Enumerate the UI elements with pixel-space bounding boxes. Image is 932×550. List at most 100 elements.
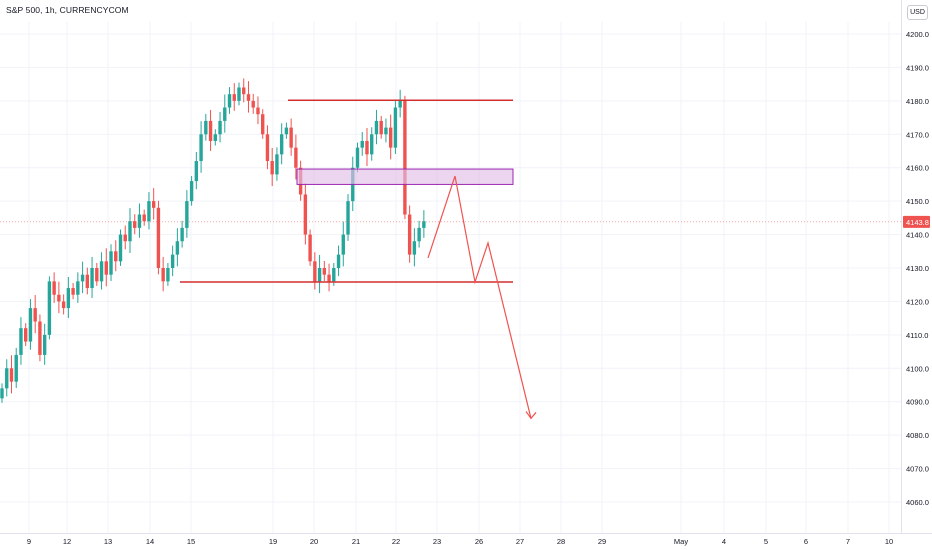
candle-body — [412, 241, 417, 255]
x-tick-label: 10 — [885, 537, 893, 546]
y-tick-label: 4100.0 — [906, 364, 929, 373]
x-tick-label: 26 — [475, 537, 483, 546]
y-tick-label: 4060.0 — [906, 498, 929, 507]
candle-body — [242, 87, 246, 95]
candle-body — [232, 94, 236, 101]
candle-body — [407, 214, 412, 255]
x-tick-label: 4 — [722, 537, 726, 546]
candle-body — [47, 281, 52, 335]
candle-body — [422, 221, 426, 228]
candle-body — [284, 127, 289, 135]
y-tick-label: 4120.0 — [906, 297, 929, 306]
y-tick-label: 4140.0 — [906, 231, 929, 240]
candle-body — [417, 227, 421, 242]
x-tick-label: 19 — [269, 537, 277, 546]
candle-body — [204, 120, 208, 135]
y-tick-label: 4090.0 — [906, 398, 929, 407]
candle-body — [109, 251, 113, 275]
supply-zone[interactable] — [296, 168, 514, 185]
candle-body — [227, 94, 232, 108]
x-tick-label: 14 — [146, 537, 154, 546]
candle-body — [151, 201, 156, 208]
candle-body — [341, 234, 345, 255]
x-tick-label: 20 — [310, 537, 318, 546]
candle-body — [104, 261, 108, 275]
candle-body — [388, 127, 393, 148]
candle-body — [370, 134, 374, 155]
candle-body — [142, 214, 146, 222]
drawings[interactable] — [0, 99, 901, 420]
y-tick-label: 4080.0 — [906, 431, 929, 440]
x-tick-label: 13 — [104, 537, 112, 546]
candle-body — [99, 261, 104, 282]
currency-button[interactable]: USD — [907, 5, 928, 20]
candle-body — [71, 288, 75, 295]
candle-body — [14, 354, 18, 382]
candle-body — [33, 308, 37, 322]
x-tick-label: 5 — [764, 537, 768, 546]
projection-path[interactable] — [427, 175, 532, 419]
candle-body — [317, 268, 322, 282]
candle-body — [360, 140, 364, 148]
candle-body — [180, 227, 184, 242]
candle-body — [279, 134, 284, 155]
candle-body — [374, 120, 379, 135]
candle-body — [128, 221, 132, 242]
candle-body — [52, 281, 56, 295]
candle-body — [0, 388, 4, 399]
y-tick-label: 4180.0 — [906, 97, 929, 106]
x-tick-label: 28 — [557, 537, 565, 546]
x-tick-label: 6 — [804, 537, 808, 546]
candle-body — [137, 214, 142, 228]
candle-body — [246, 94, 251, 101]
y-tick-label: 4070.0 — [906, 465, 929, 474]
candle-body — [38, 321, 42, 355]
candle-body — [365, 140, 369, 155]
x-tick-label: 21 — [352, 537, 360, 546]
y-tick-label: 4160.0 — [906, 164, 929, 173]
candle-body — [322, 268, 327, 275]
projection-arrow-head — [525, 411, 537, 420]
candle-body — [327, 274, 331, 282]
candle-body — [147, 201, 151, 222]
x-tick-label: May — [674, 537, 688, 546]
candle-body — [336, 254, 341, 268]
last-price-tag — [903, 215, 930, 228]
candle-body — [256, 107, 260, 115]
x-tick-label: 15 — [187, 537, 195, 546]
y-tick-label: 4110.0 — [906, 331, 928, 340]
candle-body — [133, 221, 137, 228]
grid — [0, 22, 901, 533]
candlesticks — [0, 78, 426, 403]
x-tick-label: 9 — [27, 537, 31, 546]
x-tick-label: 12 — [63, 537, 71, 546]
candle-body — [19, 328, 23, 355]
candle-body — [313, 261, 317, 282]
candle-body — [270, 161, 274, 175]
candle-body — [24, 328, 28, 342]
x-tick-label: 7 — [846, 537, 850, 546]
x-tick-label: 29 — [598, 537, 606, 546]
candle-body — [170, 254, 175, 268]
x-tick-label: 27 — [516, 537, 524, 546]
candle-body — [261, 114, 265, 135]
candle-body — [161, 268, 165, 282]
candle-body — [42, 334, 47, 355]
y-tick-label: 4190.0 — [906, 63, 929, 72]
y-tick-label: 4170.0 — [906, 130, 929, 139]
candle-body — [379, 120, 383, 135]
candle-body — [66, 288, 71, 309]
candle-body — [156, 207, 161, 268]
candle-body — [237, 87, 241, 101]
candle-body — [5, 368, 9, 389]
candle-body — [218, 120, 222, 135]
candle-body — [189, 181, 194, 202]
candle-body — [114, 251, 118, 262]
candle-body — [294, 147, 298, 168]
candle-body — [175, 241, 180, 255]
candle-body — [28, 308, 33, 342]
candle-body — [251, 100, 255, 108]
candle-body — [85, 274, 90, 289]
